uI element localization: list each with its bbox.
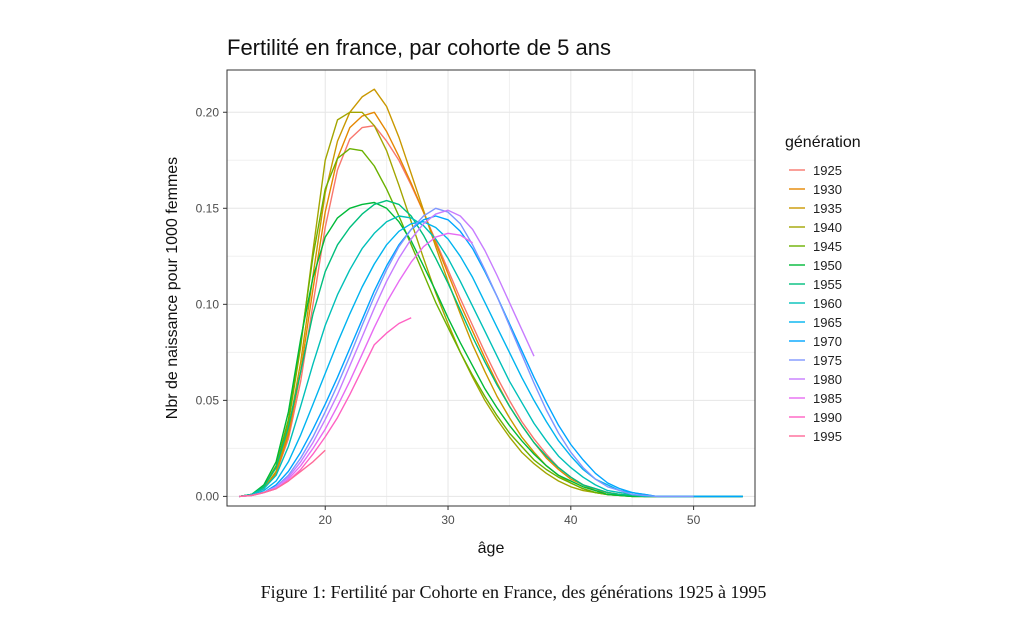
legend: génération 1925 1930 1935 1940 1945 1950 1955 1…	[785, 134, 861, 444]
plot-panel-border	[226, 69, 756, 507]
y-tick-label: 0.10	[196, 297, 220, 311]
legend-label-1925: 1925	[813, 163, 842, 178]
legend-label-1980: 1980	[813, 372, 842, 387]
legend-title: génération	[785, 134, 861, 151]
legend-label-1950: 1950	[813, 258, 842, 273]
legend-label-1940: 1940	[813, 220, 842, 235]
axis-ticks: 20 30 40 50 0.00 0.05 0.10 0.15 0.20	[196, 105, 701, 527]
series-lines	[239, 88, 743, 498]
y-tick-label: 0.15	[196, 201, 220, 215]
series-line-1925	[239, 124, 743, 498]
series-line-1995	[239, 449, 326, 498]
legend-label-1930: 1930	[813, 182, 842, 197]
legend-label-1990: 1990	[813, 410, 842, 425]
x-tick-label: 50	[687, 513, 701, 527]
series-line-1960	[239, 215, 743, 498]
x-tick-label: 30	[441, 513, 455, 527]
legend-label-1965: 1965	[813, 315, 842, 330]
legend-label-1975: 1975	[813, 353, 842, 368]
legend-label-1995: 1995	[813, 429, 842, 444]
x-axis-title: âge	[478, 540, 505, 557]
series-line-1985	[239, 232, 473, 498]
fertility-line-chart: Fertilité en france, par cohorte de 5 an…	[164, 35, 861, 557]
series-line-1945	[239, 147, 743, 498]
legend-label-1935: 1935	[813, 201, 842, 216]
legend-label-1985: 1985	[813, 391, 842, 406]
series-line-1975	[239, 207, 694, 498]
y-tick-label: 0.00	[196, 489, 220, 503]
series-line-1980	[239, 209, 535, 498]
y-tick-label: 0.20	[196, 105, 220, 119]
legend-label-1945: 1945	[813, 239, 842, 254]
chart-title: Fertilité en france, par cohorte de 5 an…	[227, 35, 611, 60]
y-axis-title: Nbr de naissance pour 1000 femmes	[164, 157, 181, 419]
legend-label-1970: 1970	[813, 334, 842, 349]
legend-label-1955: 1955	[813, 277, 842, 292]
grid	[227, 70, 755, 506]
figure-caption: Figure 1: Fertilité par Cohorte en Franc…	[260, 582, 767, 602]
x-tick-label: 40	[564, 513, 578, 527]
legend-label-1960: 1960	[813, 296, 842, 311]
x-tick-label: 20	[319, 513, 333, 527]
y-tick-label: 0.05	[196, 393, 220, 407]
